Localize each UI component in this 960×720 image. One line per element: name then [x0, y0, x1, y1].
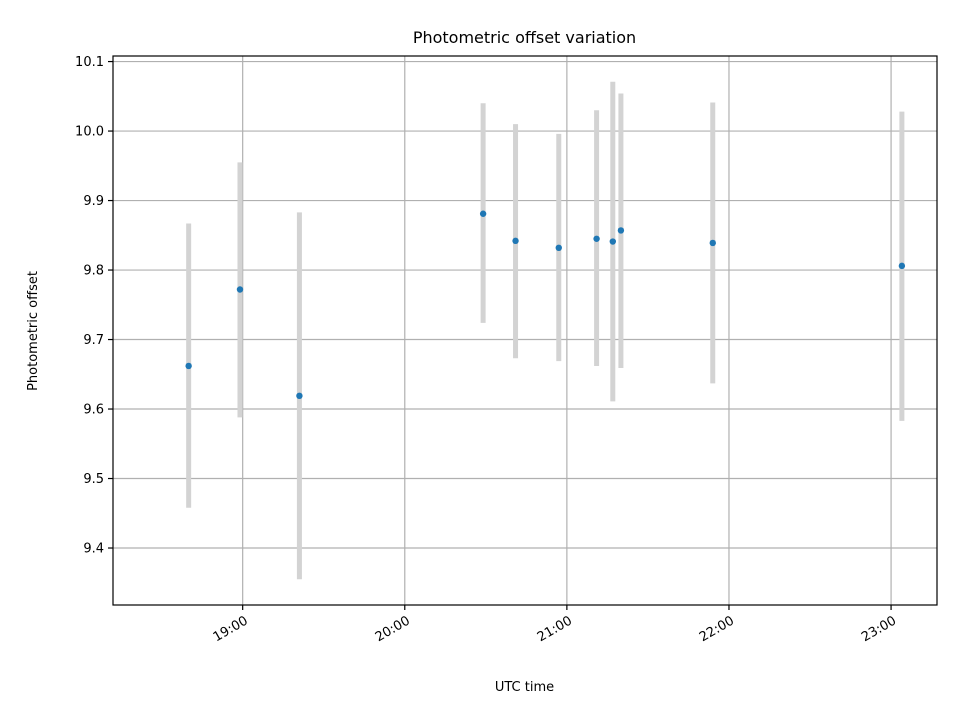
x-tick-label: 19:00	[211, 613, 251, 645]
data-point	[512, 237, 519, 245]
x-axis: 19:00 20:00 21:00 22:00 23:00	[211, 605, 899, 645]
y-tick-label: 9.9	[83, 194, 104, 209]
data-point	[898, 262, 906, 270]
data-point	[236, 286, 244, 293]
data-point	[479, 210, 487, 217]
y-tick-label: 10.1	[75, 55, 104, 70]
y-tick-label: 9.5	[83, 472, 104, 487]
data-point	[593, 235, 600, 242]
error-bars	[186, 81, 905, 580]
y-tick-label: 9.8	[83, 264, 104, 279]
plot-frame	[112, 55, 938, 606]
y-tick-label: 9.6	[83, 403, 104, 418]
y-tick-label: 9.7	[83, 333, 104, 348]
data-points	[185, 210, 906, 400]
chart-title: Photometric offset variation	[413, 28, 636, 47]
y-axis: 9.4 9.5 9.6 9.7 9.8 9.9 10.0 10.1	[75, 55, 113, 557]
grid	[113, 56, 937, 605]
data-point	[609, 238, 617, 245]
data-point	[185, 362, 192, 370]
data-point	[296, 392, 303, 400]
y-axis-label: Photometric offset	[26, 271, 41, 391]
y-tick-label: 10.0	[75, 125, 104, 140]
x-tick-label: 21:00	[535, 613, 575, 645]
data-point	[555, 244, 562, 252]
y-tick-label: 9.4	[83, 542, 104, 557]
data-point	[617, 227, 625, 234]
x-tick-label: 20:00	[373, 613, 413, 645]
data-point	[709, 239, 716, 247]
x-tick-label: 23:00	[859, 613, 899, 645]
x-axis-label: UTC time	[495, 680, 554, 695]
x-tick-label: 22:00	[697, 613, 737, 645]
